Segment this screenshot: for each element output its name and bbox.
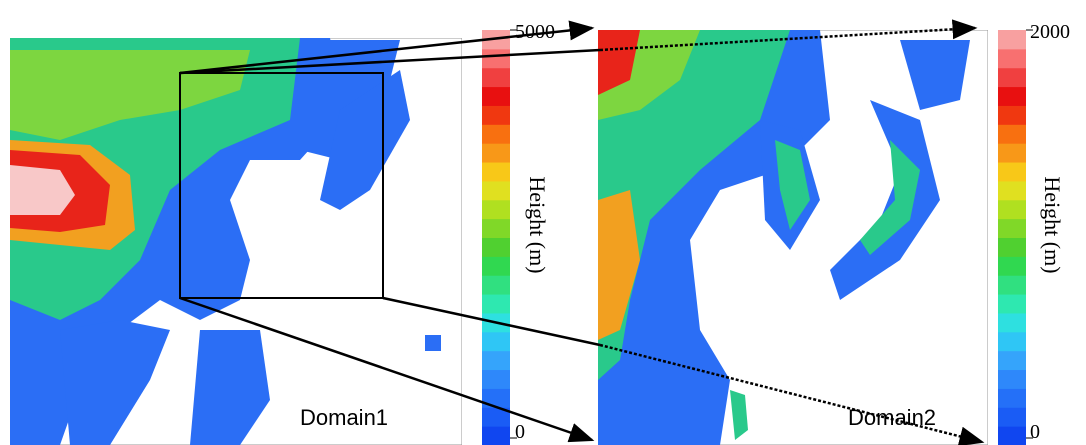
colorbar-swatch	[482, 256, 510, 275]
colorbar-swatch	[482, 105, 510, 124]
colorbar-swatch	[482, 87, 510, 106]
colorbar-min: 0	[515, 421, 525, 443]
colorbar-swatch	[482, 200, 510, 219]
map-domain1	[10, 38, 462, 445]
colorbar-swatch	[998, 370, 1026, 389]
colorbar-swatch	[482, 238, 510, 257]
domain-label: Domain2	[848, 405, 936, 430]
colorbar-label: Height (m)	[525, 176, 550, 273]
colorbar-swatch	[998, 49, 1026, 68]
colorbar-swatch	[482, 294, 510, 313]
colorbar-swatch	[998, 200, 1026, 219]
colorbar-swatch	[998, 162, 1026, 181]
colorbar-swatch	[482, 388, 510, 407]
colorbar-swatch	[998, 256, 1026, 275]
colorbar-swatch	[998, 143, 1026, 162]
colorbar-swatch	[482, 124, 510, 143]
colorbar-max: 2000	[1030, 21, 1070, 43]
colorbar-swatch	[482, 219, 510, 238]
colorbar-swatch	[998, 275, 1026, 294]
colorbar-swatch	[482, 162, 510, 181]
colorbar	[482, 30, 510, 445]
colorbar-swatch	[998, 294, 1026, 313]
colorbar-swatch	[998, 238, 1026, 257]
domain-label: Domain1	[300, 405, 388, 430]
colorbar-swatch	[482, 49, 510, 68]
colorbar-swatch	[482, 370, 510, 389]
colorbar-swatch	[998, 87, 1026, 106]
colorbar-swatch	[482, 351, 510, 370]
colorbar-swatch	[998, 181, 1026, 200]
colorbar-swatch	[998, 105, 1026, 124]
colorbar-swatch	[482, 332, 510, 351]
map-domain2	[598, 30, 988, 445]
colorbar-min: 0	[1030, 421, 1040, 443]
colorbar-swatch	[998, 313, 1026, 332]
colorbar-label: Height (m)	[1040, 176, 1065, 273]
colorbar-swatch	[482, 143, 510, 162]
colorbar-swatch	[998, 332, 1026, 351]
colorbar-swatch	[998, 351, 1026, 370]
colorbar-swatch	[998, 68, 1026, 87]
colorbar-swatch	[998, 124, 1026, 143]
colorbar-swatch	[998, 407, 1026, 426]
colorbar-swatch	[482, 275, 510, 294]
colorbar	[998, 30, 1026, 445]
colorbar-swatch	[482, 68, 510, 87]
colorbar-swatch	[998, 30, 1026, 49]
colorbar-swatch	[482, 181, 510, 200]
colorbar-swatch	[998, 219, 1026, 238]
figure: 5000 0 Height (m) 2000 0 Height (m) Doma…	[0, 0, 1086, 445]
colorbar-swatch	[998, 388, 1026, 407]
colorbar-swatch	[998, 426, 1026, 445]
colorbar-swatch	[482, 426, 510, 445]
